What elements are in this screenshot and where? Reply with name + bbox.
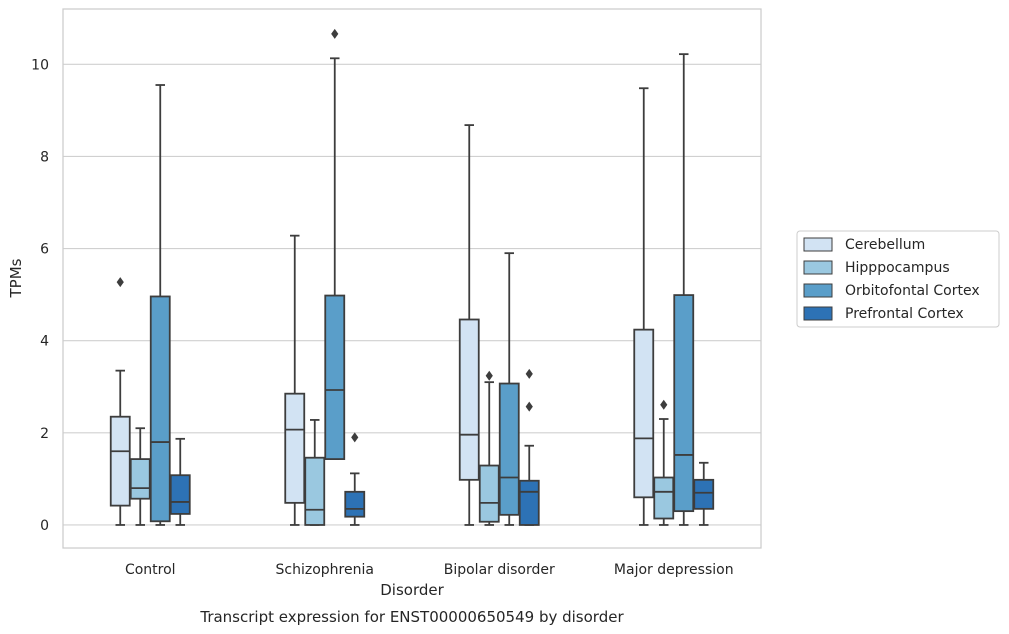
box-body (518, 479, 540, 526)
box-0-2 (149, 84, 171, 526)
box-body (324, 294, 346, 460)
y-tick-label: 2 (40, 426, 49, 442)
box-body (498, 382, 520, 516)
box-body (109, 415, 131, 507)
flier-point (660, 399, 668, 410)
box-body (633, 328, 655, 499)
flier-point (525, 368, 533, 379)
chart-caption: Transcript expression for ENST0000065054… (199, 608, 624, 626)
box-body (458, 318, 480, 481)
box-3-3 (693, 461, 715, 526)
box-body (693, 478, 715, 510)
legend-swatch (803, 283, 833, 298)
box-1-3 (344, 432, 366, 526)
box-body (673, 294, 695, 513)
box-3-2 (673, 53, 695, 526)
x-tick-label: Schizophrenia (276, 562, 374, 578)
x-tick-label: Major depression (614, 562, 734, 578)
legend-swatch (803, 306, 833, 321)
legend-label: Orbitofontal Cortex (845, 283, 980, 299)
y-tick-label: 4 (40, 334, 49, 350)
box-body (129, 458, 151, 500)
y-tick-label: 0 (40, 518, 49, 534)
box-2-1 (478, 370, 500, 526)
box-group-3 (633, 53, 715, 526)
box-body (304, 456, 326, 526)
box-2-2 (498, 252, 520, 526)
y-tick-label: 6 (40, 242, 49, 258)
box-group-2 (458, 124, 540, 526)
legend-label: Cerebellum (845, 237, 925, 253)
box-body (653, 476, 675, 520)
box-body (149, 295, 171, 523)
y-tick-label: 8 (40, 149, 49, 165)
legend-label: Prefrontal Cortex (845, 306, 964, 322)
y-tick-label: 10 (31, 57, 49, 73)
flier-point (525, 401, 533, 412)
x-axis-label: Disorder (380, 581, 444, 599)
box-body (478, 464, 500, 523)
plot-frame (62, 8, 762, 549)
legend-swatch (803, 237, 833, 252)
flier-point (351, 432, 359, 443)
y-axis-label: TPMs (7, 258, 25, 298)
x-tick-label: Bipolar disorder (444, 562, 555, 578)
flier-point (331, 28, 339, 39)
legend-label: Hipppocampus (845, 260, 950, 276)
box-2-3 (518, 368, 540, 526)
box-0-1 (129, 427, 151, 526)
box-body (284, 392, 306, 504)
legend-frame (796, 230, 1000, 328)
y-axis-ticks: 0 2 4 6 8 10 (31, 57, 49, 534)
box-1-2 (324, 28, 346, 460)
box-0-3 (169, 437, 191, 526)
flier-point (116, 277, 124, 288)
box-body (344, 490, 366, 518)
box-groups (109, 28, 715, 526)
box-group-0 (109, 84, 191, 526)
flier-point (485, 370, 493, 381)
box-3-0 (633, 87, 655, 526)
legend: Cerebellum Hipppocampus Orbitofontal Corte… (796, 230, 1000, 328)
legend-swatch (803, 260, 833, 275)
x-tick-label: Control (125, 562, 176, 578)
box-group-1 (284, 28, 366, 526)
box-3-1 (653, 399, 675, 526)
box-2-0 (458, 124, 480, 526)
box-1-1 (304, 419, 326, 526)
box-body (169, 474, 191, 515)
x-axis-ticks: Control Schizophrenia Bipolar disorder Majo… (125, 562, 734, 578)
box-0-0 (109, 277, 131, 526)
box-1-0 (284, 234, 306, 526)
